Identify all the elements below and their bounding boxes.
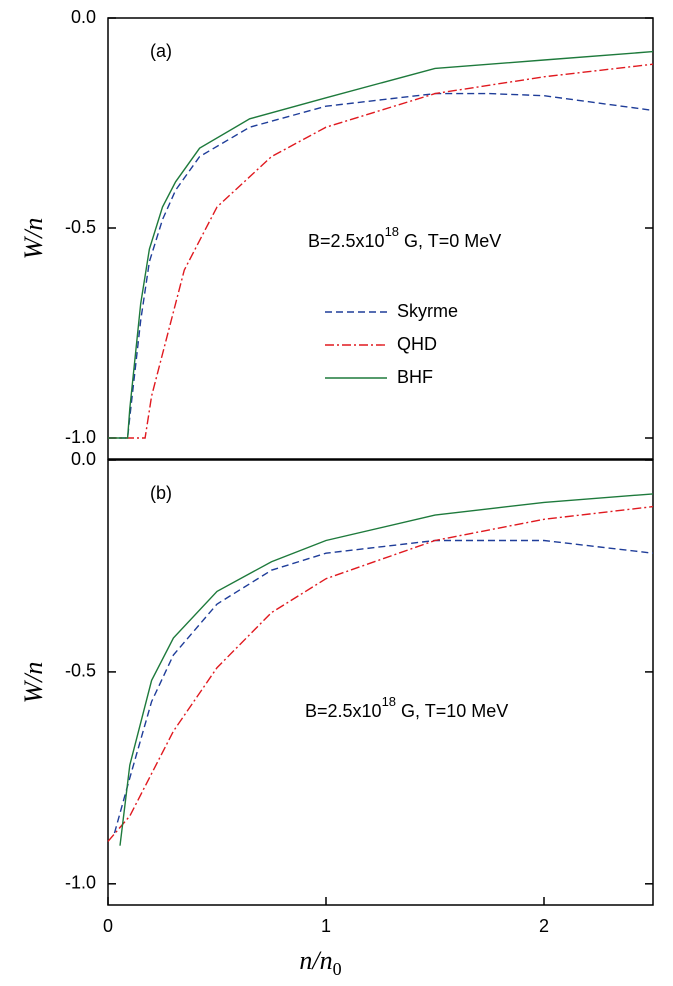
series-line xyxy=(108,63,654,439)
series-line xyxy=(107,505,654,842)
plot-frame xyxy=(107,17,654,460)
annotation-base: B=2.5x10 xyxy=(305,701,382,721)
annotation: B=2.5x1018 G, T=0 MeV xyxy=(308,224,501,250)
series-line xyxy=(119,493,654,846)
x-axis-label-base: n/n xyxy=(299,946,332,975)
annotation: B=2.5x1018 G, T=10 MeV xyxy=(305,694,508,720)
annotation-superscript: 18 xyxy=(385,224,399,239)
legend-label: QHD xyxy=(397,334,437,354)
plot-frame xyxy=(107,459,654,906)
legend-label: Skyrme xyxy=(397,301,458,321)
x-tick-label: 1 xyxy=(321,916,331,936)
annotation-superscript: 18 xyxy=(382,694,396,709)
y-tick-label: 0.0 xyxy=(71,7,96,27)
y-tick-label: -0.5 xyxy=(65,661,96,681)
series-line xyxy=(108,50,654,439)
x-tick-label: 0 xyxy=(103,916,113,936)
y-axis-label: W/n xyxy=(19,218,48,260)
y-tick-label: 0.0 xyxy=(71,449,96,469)
annotation-base: B=2.5x10 xyxy=(308,231,385,251)
panel-label: (b) xyxy=(150,483,172,503)
legend-label: BHF xyxy=(397,367,433,387)
x-tick-label: 2 xyxy=(539,916,549,936)
series-line xyxy=(113,539,654,834)
series-line xyxy=(108,92,654,439)
y-axis-label: W/n xyxy=(19,662,48,704)
panel-label: (a) xyxy=(150,41,172,61)
y-tick-label: -1.0 xyxy=(65,873,96,893)
x-axis-label-subscript: 0 xyxy=(333,959,342,979)
y-tick-label: -1.0 xyxy=(65,427,96,447)
annotation-suffix: G, T=0 MeV xyxy=(399,231,501,251)
y-tick-label: -0.5 xyxy=(65,217,96,237)
x-axis-label: n/n0 xyxy=(299,946,341,979)
annotation-suffix: G, T=10 MeV xyxy=(396,701,508,721)
